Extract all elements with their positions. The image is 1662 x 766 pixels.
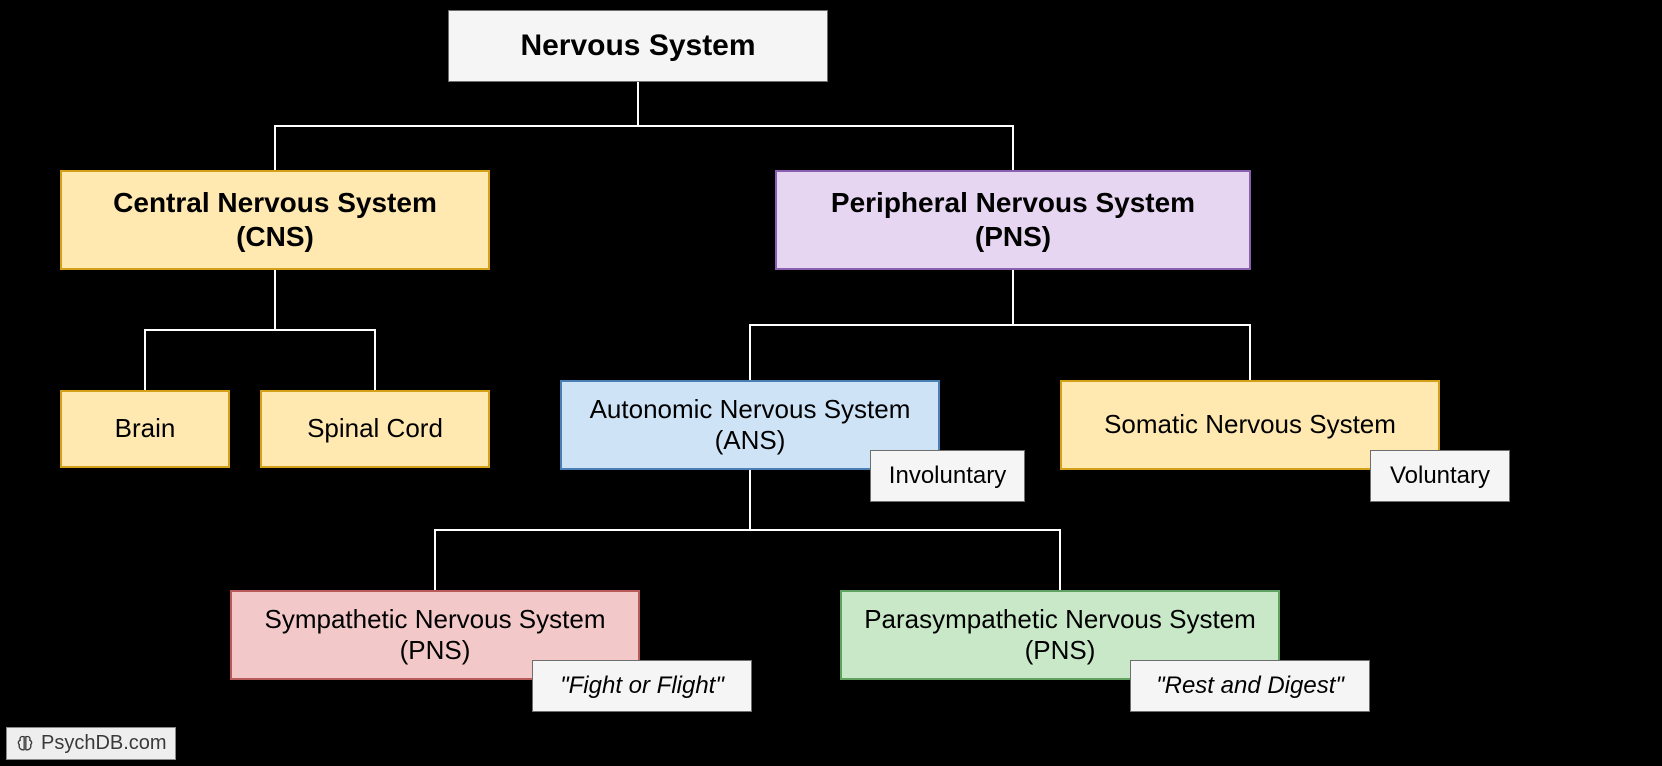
node-nervous-system: Nervous System — [448, 10, 828, 82]
node-label: Nervous System — [520, 28, 755, 64]
node-label-line2: (PNS) — [975, 220, 1051, 254]
badge-label: Voluntary — [1390, 462, 1490, 490]
badge-fight-or-flight: "Fight or Flight" — [532, 660, 752, 712]
node-label-line1: Parasympathetic Nervous System — [864, 604, 1256, 635]
badge-label: "Fight or Flight" — [560, 672, 724, 700]
watermark-text: PsychDB.com — [41, 732, 167, 755]
node-label-line1: Sympathetic Nervous System — [264, 604, 605, 635]
node-cns: Central Nervous System (CNS) — [60, 170, 490, 270]
node-brain: Brain — [60, 390, 230, 468]
node-label-line2: (PNS) — [400, 635, 471, 666]
node-label-line2: (ANS) — [715, 425, 786, 456]
node-label: Brain — [115, 413, 176, 444]
node-spinal-cord: Spinal Cord — [260, 390, 490, 468]
edge-root-cns — [275, 82, 638, 170]
node-label-line2: (PNS) — [1025, 635, 1096, 666]
edge-pns-somatic — [1013, 270, 1250, 380]
node-label: Spinal Cord — [307, 413, 443, 444]
node-label-line1: Autonomic Nervous System — [590, 394, 911, 425]
badge-label: "Rest and Digest" — [1156, 672, 1344, 700]
badge-voluntary: Voluntary — [1370, 450, 1510, 502]
brain-icon — [15, 734, 35, 754]
node-label-line1: Peripheral Nervous System — [831, 186, 1195, 220]
edge-ans-symp — [435, 470, 750, 590]
node-label-line1: Central Nervous System — [113, 186, 437, 220]
node-label-line2: (CNS) — [236, 220, 314, 254]
badge-rest-and-digest: "Rest and Digest" — [1130, 660, 1370, 712]
edge-pns-ans — [750, 270, 1013, 380]
node-label: Somatic Nervous System — [1104, 409, 1396, 440]
node-pns: Peripheral Nervous System (PNS) — [775, 170, 1251, 270]
badge-label: Involuntary — [889, 462, 1006, 490]
edge-cns-spinal — [275, 270, 375, 390]
badge-involuntary: Involuntary — [870, 450, 1025, 502]
watermark: PsychDB.com — [6, 727, 176, 760]
edge-root-pns — [638, 82, 1013, 170]
edge-cns-brain — [145, 270, 275, 390]
